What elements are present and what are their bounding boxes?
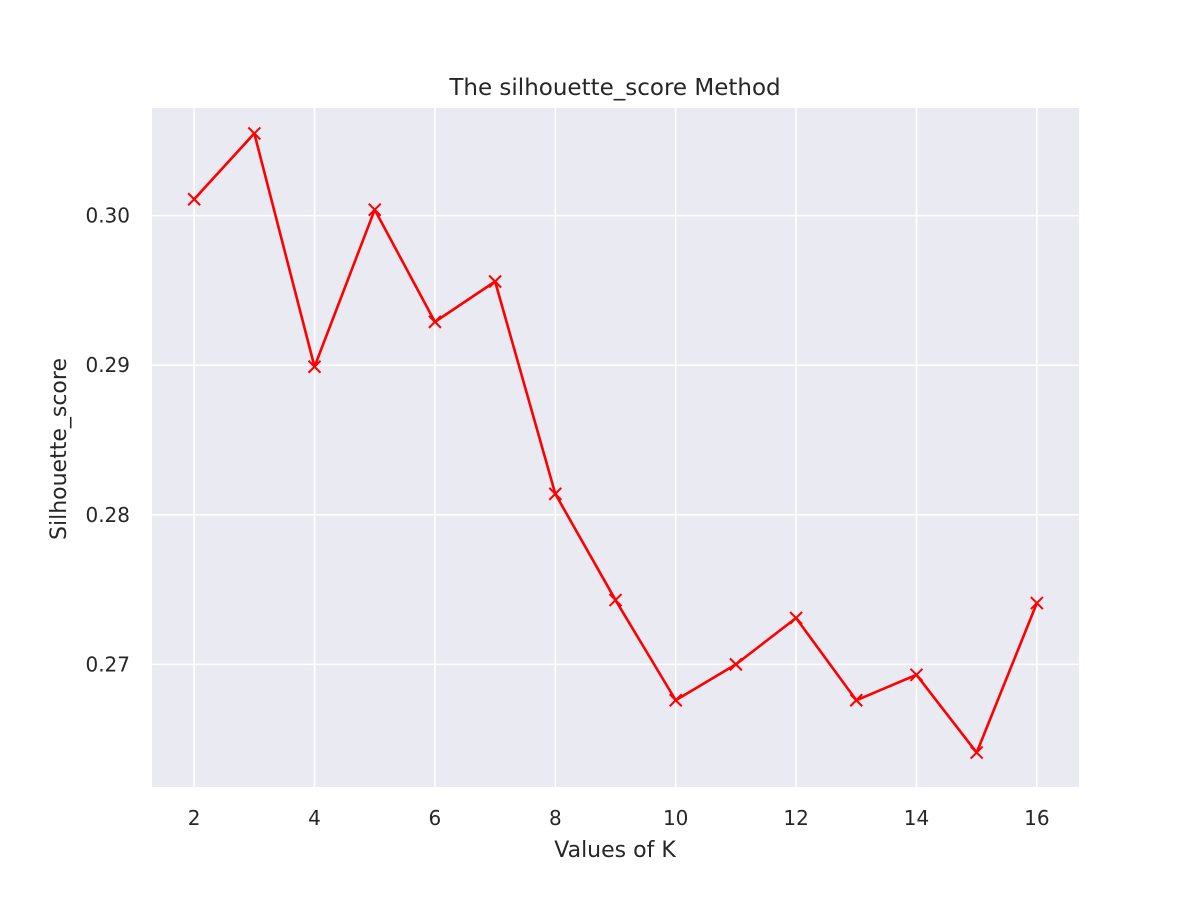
x-tick-label-0: 2 bbox=[188, 806, 201, 830]
data-point-x11 bbox=[729, 657, 743, 672]
data-point-x4 bbox=[307, 360, 322, 374]
x-tick-label-4: 10 bbox=[663, 806, 688, 830]
data-point-x8 bbox=[548, 487, 563, 501]
series-layer bbox=[187, 126, 1044, 760]
y-tick-label-1: 0.28 bbox=[85, 503, 130, 527]
data-point-x16 bbox=[1030, 596, 1044, 610]
chart-title: The silhouette_score Method bbox=[448, 75, 780, 101]
y-tick-label-0: 0.27 bbox=[85, 652, 130, 676]
data-point-x7 bbox=[488, 274, 502, 289]
y-axis-label: Silhouette_score bbox=[47, 358, 72, 540]
plot-area bbox=[152, 108, 1079, 787]
data-point-x10 bbox=[668, 693, 683, 707]
data-point-x13 bbox=[849, 693, 863, 707]
y-tick-label-3: 0.30 bbox=[85, 204, 130, 228]
tick-labels: 2 4 6 8 10 12 14 16 0.27 0.28 0.29 0.30 bbox=[85, 204, 1049, 830]
grid bbox=[152, 108, 1079, 787]
x-tick-label-6: 14 bbox=[904, 806, 929, 830]
x-tick-label-5: 12 bbox=[783, 806, 808, 830]
x-tick-label-7: 16 bbox=[1024, 806, 1049, 830]
data-point-x5 bbox=[368, 202, 382, 217]
y-tick-label-2: 0.29 bbox=[85, 353, 130, 377]
x-axis-label: Values of K bbox=[554, 838, 676, 863]
data-point-x15 bbox=[969, 745, 984, 760]
data-point-x12 bbox=[789, 611, 803, 625]
data-point-x3 bbox=[247, 126, 262, 141]
data-point-x6 bbox=[428, 315, 442, 329]
x-tick-label-3: 8 bbox=[549, 806, 562, 830]
data-point-x2 bbox=[187, 192, 201, 206]
x-tick-label-1: 4 bbox=[308, 806, 321, 830]
data-point-x14 bbox=[909, 668, 924, 682]
data-point-x9 bbox=[608, 593, 623, 607]
x-tick-label-2: 6 bbox=[429, 806, 442, 830]
